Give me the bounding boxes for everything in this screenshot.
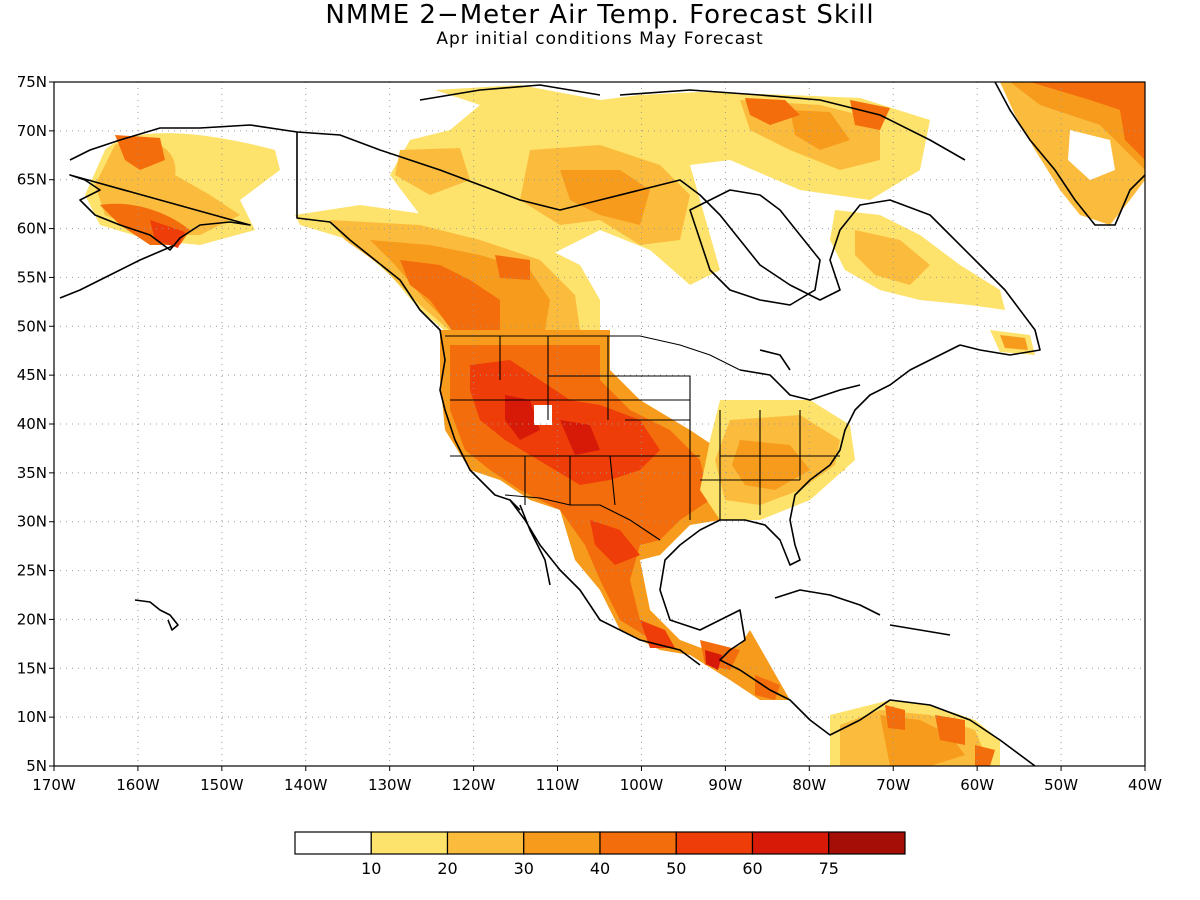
colorbar-label: 20	[437, 859, 457, 878]
shade-alaska-darkorange	[100, 135, 190, 245]
lon-tick-label: 160W	[116, 776, 160, 794]
colorbar-swatch	[446, 831, 525, 855]
lat-tick-label: 5N	[26, 757, 47, 775]
lat-tick-label: 70N	[17, 122, 47, 140]
colorbar-label: 40	[590, 859, 610, 878]
colorbar-label: 60	[742, 859, 762, 878]
lon-tick-label: 110W	[536, 776, 580, 794]
shade-arctic-red	[745, 98, 890, 130]
lon-tick-label: 60W	[960, 776, 994, 794]
longitude-axis: 170W 160W 150W 140W 130W 120W 110W 100W 90W 80W 70…	[32, 766, 1162, 794]
colorbar-swatch	[523, 831, 601, 855]
lon-tick-label: 170W	[32, 776, 76, 794]
shade-west-red	[400, 255, 530, 335]
lat-tick-label: 60N	[17, 220, 47, 238]
colorbar-swatch	[294, 831, 372, 855]
shade-utah-white	[534, 405, 552, 425]
lon-tick-label: 100W	[620, 776, 664, 794]
coast-alaska	[59, 124, 521, 511]
lon-tick-label: 70W	[876, 776, 910, 794]
shade-greenland-white	[1068, 130, 1115, 180]
lat-tick-label: 40N	[17, 415, 47, 433]
shade-southeast-darkorange	[732, 440, 810, 490]
coast-hawaii	[134, 599, 179, 631]
coast-great-lakes	[739, 349, 861, 401]
lat-tick-label: 50N	[17, 317, 47, 335]
lat-tick-label: 65N	[17, 171, 47, 189]
coast-baja	[509, 499, 701, 666]
shade-conus-darkred	[505, 395, 722, 670]
shade-sa-red	[885, 705, 995, 766]
lat-tick-label: 55N	[17, 268, 47, 286]
graticule	[54, 82, 1145, 766]
shade-greenland-red	[1030, 82, 1145, 160]
coast-hudson-bay	[689, 189, 821, 306]
chart-subtitle: Apr initial conditions May Forecast	[436, 29, 764, 49]
colorbar-label: 50	[666, 859, 686, 878]
colorbar-swatch	[751, 831, 830, 855]
political-borders	[445, 335, 840, 541]
lon-tick-label: 50W	[1044, 776, 1078, 794]
lat-tick-label: 35N	[17, 464, 47, 482]
lon-tick-label: 130W	[368, 776, 412, 794]
lat-tick-label: 10N	[17, 708, 47, 726]
chart-title: NMME 2−Meter Air Temp. Forecast Skill	[325, 0, 875, 30]
lon-tick-label: 40W	[1128, 776, 1162, 794]
coast-us-east	[659, 344, 1036, 766]
lat-tick-label: 25N	[17, 562, 47, 580]
lon-tick-label: 90W	[708, 776, 742, 794]
lat-tick-label: 45N	[17, 366, 47, 384]
colorbar-label: 10	[361, 859, 381, 878]
colorbar-swatch	[370, 831, 449, 855]
border-states	[450, 336, 840, 520]
lat-tick-label: 75N	[17, 73, 47, 91]
colorbar-label: 30	[514, 859, 534, 878]
skill-shading	[85, 82, 1145, 766]
coast-greenland	[994, 82, 1145, 226]
lon-tick-label: 120W	[452, 776, 496, 794]
colorbar-swatch	[828, 831, 906, 855]
shade-quebec-darkorange	[1000, 335, 1028, 350]
coastlines	[59, 82, 1145, 766]
shade-quebec-orange	[855, 230, 930, 285]
border-us-mexico	[504, 494, 661, 541]
lat-tick-label: 20N	[17, 610, 47, 628]
colorbar-label: 75	[819, 859, 839, 878]
coast-canada-arctic	[296, 84, 1041, 356]
colorbar: 10 20 30 40 50 60 75	[294, 831, 906, 878]
coast-cuba	[774, 589, 951, 636]
colorbar-swatch	[599, 831, 677, 855]
shade-arctic-orange	[395, 100, 880, 245]
shade-arctic-darkorange	[560, 110, 850, 225]
lon-tick-label: 80W	[792, 776, 826, 794]
lon-tick-label: 140W	[284, 776, 328, 794]
border-canada-us-49	[445, 335, 741, 371]
lon-tick-label: 150W	[200, 776, 244, 794]
colorbar-swatch	[675, 831, 754, 855]
lat-tick-label: 30N	[17, 513, 47, 531]
latitude-axis: 75N 70N 65N 60N 55N 50N 45N 40N 35N 30N 25N 20N 15N 1…	[17, 73, 54, 775]
lat-tick-label: 15N	[17, 659, 47, 677]
